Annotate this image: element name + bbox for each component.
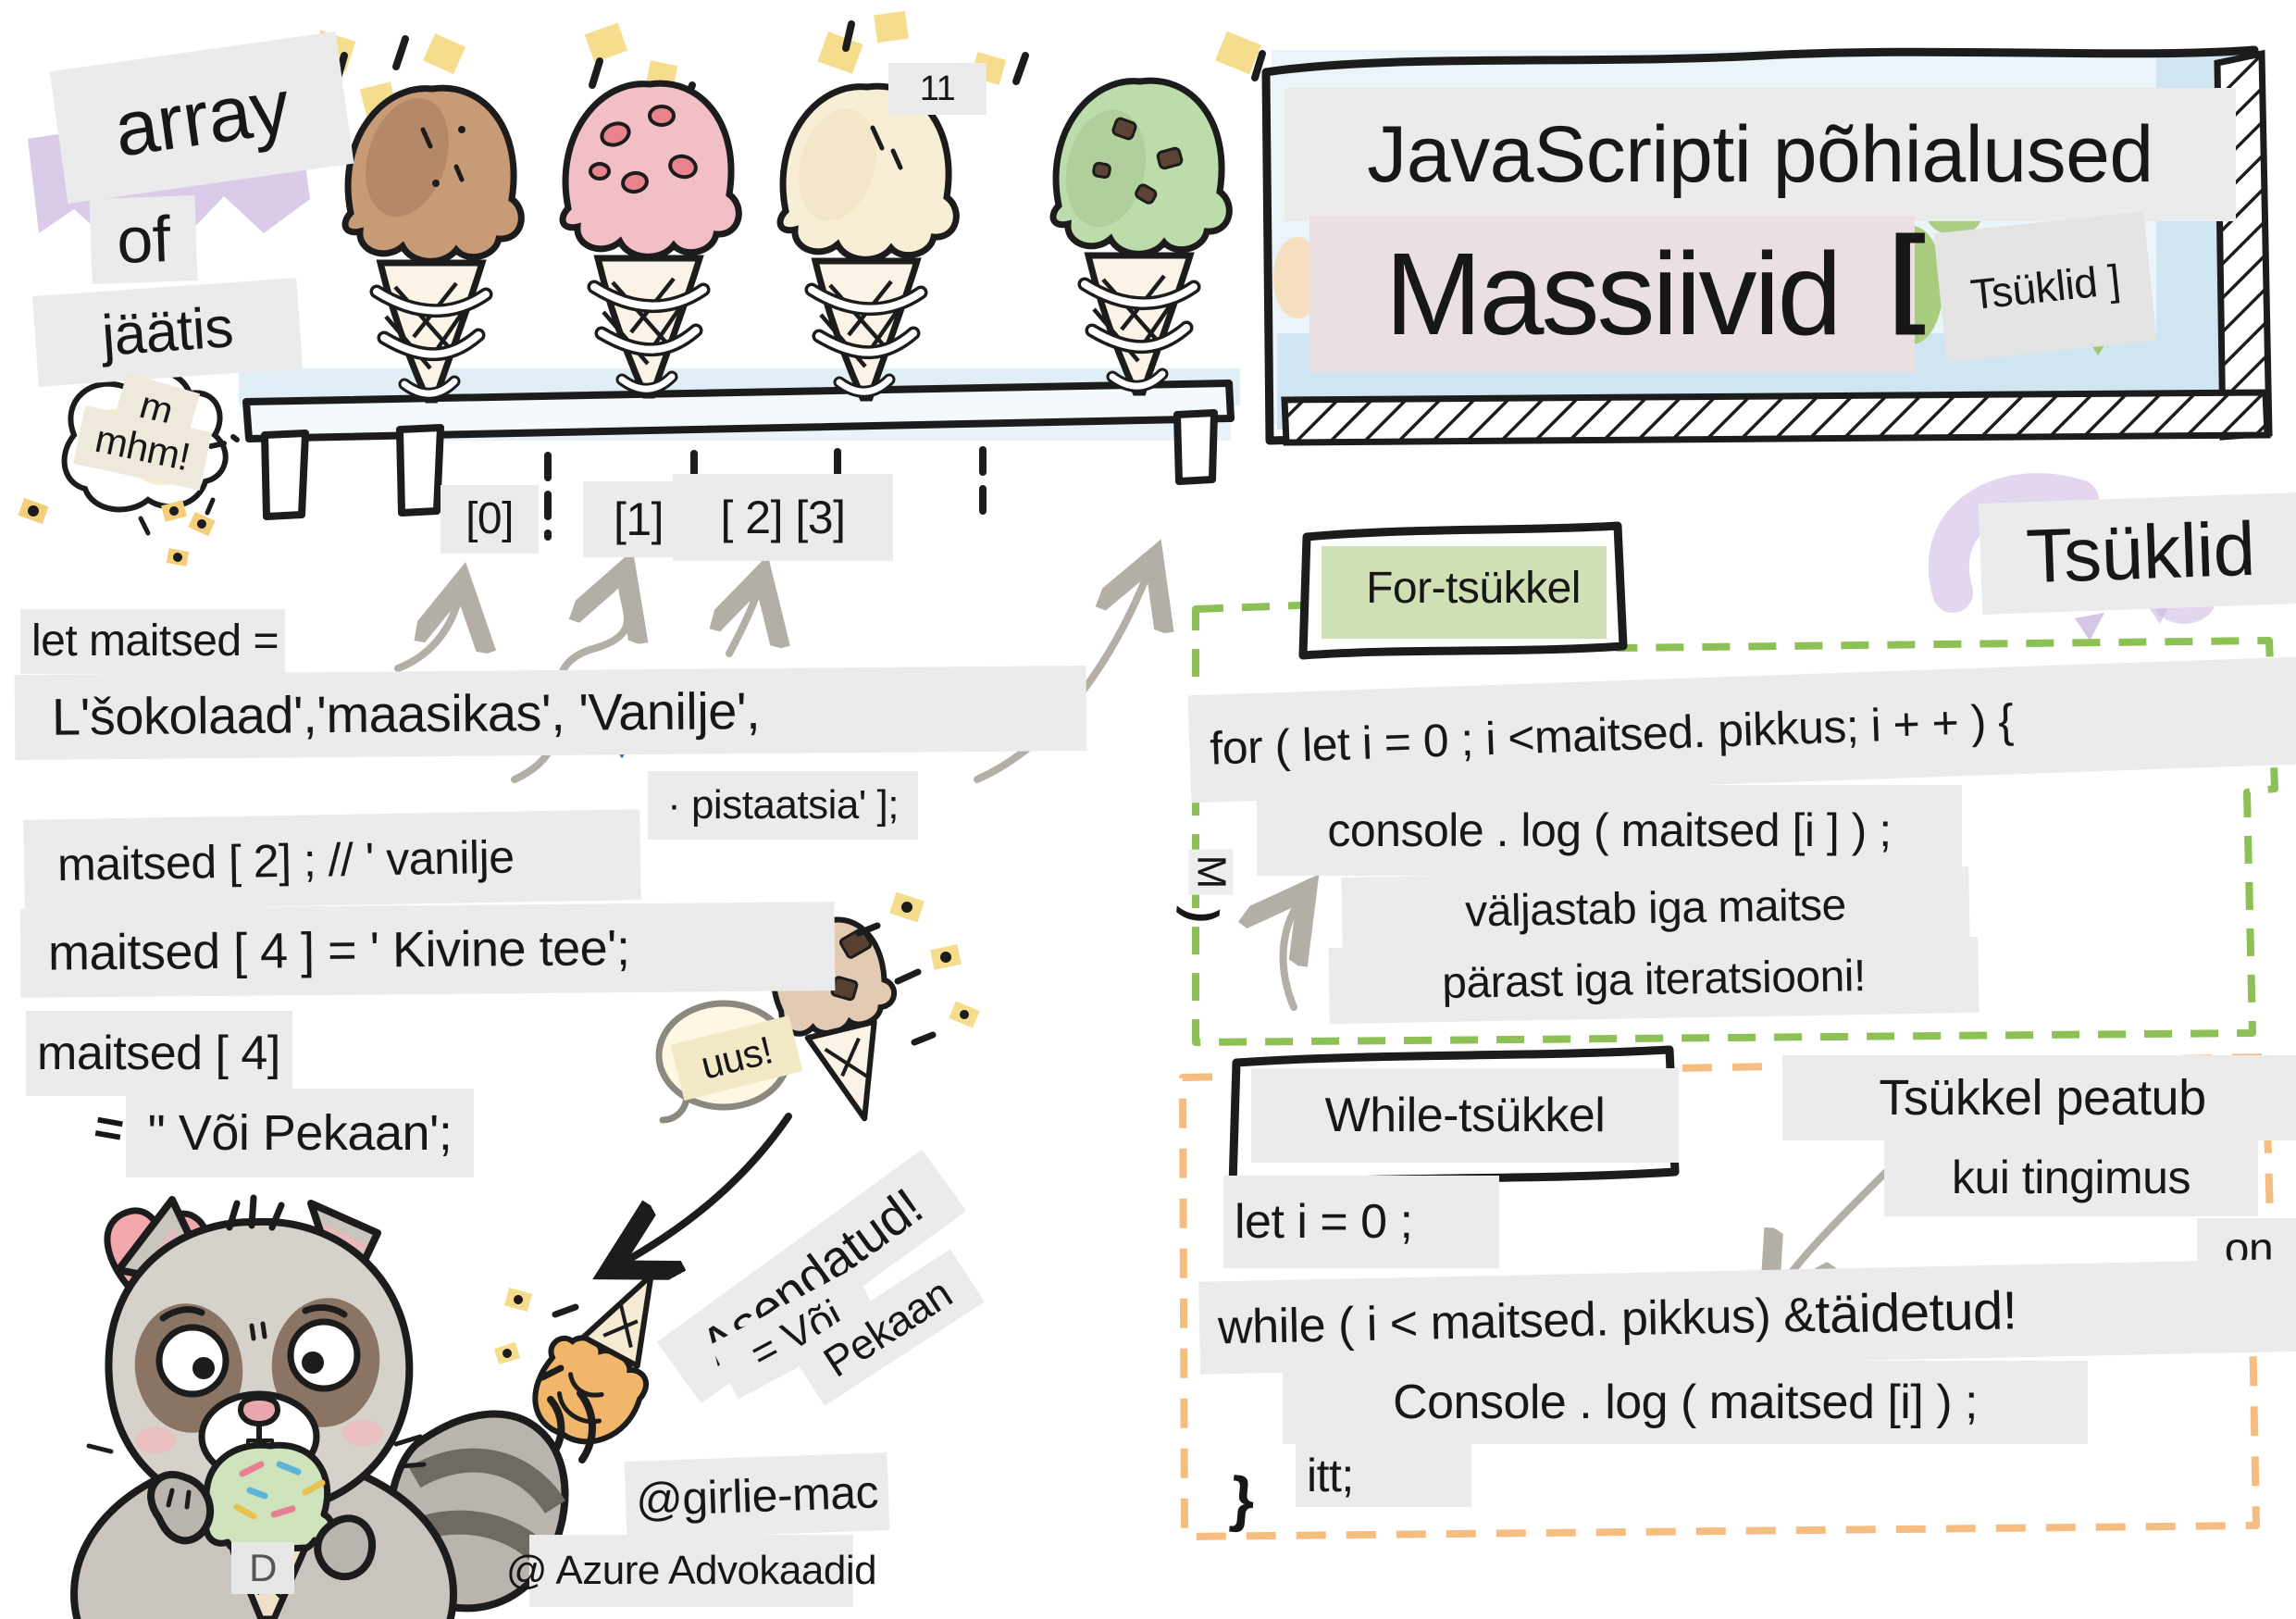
code-declare: let maitsed = [20,609,285,674]
credit-handle: @girlie-mac [624,1452,890,1539]
while-code2: while ( i < maitsed. pikkus) & [1217,1288,1816,1355]
page-title: JavaScripti põhialused [1285,88,2236,221]
banner-word-of: of [89,195,198,284]
replace-arrow [616,1113,792,1266]
code-assign2-lhs: maitsed [ 4] [26,1011,292,1096]
while-note2: kui tingimus [1884,1139,2258,1216]
index-label-2-3: [ 2] [3] [673,474,893,561]
while-code1: let i = 0 ; [1223,1176,1499,1268]
while-label: While-tsükkel [1251,1068,1679,1163]
ice-cream-chocolate-icon [345,87,521,400]
d-label: D [231,1542,294,1594]
for-label-box [1298,521,1628,660]
title-massiivid: Massiivid [1309,216,1915,372]
count-badge: 11 [888,63,987,115]
bee-sprinkles [18,497,216,567]
title-bracket: [ [1890,214,1927,336]
banner-word-jaatis: jäätis [31,278,304,387]
raccoon-illustration [70,1194,569,1619]
code-access: maitsed [ 2] ; // ' vanilje [23,809,641,911]
loops-heading: Tsüklid [1979,492,2296,616]
code-values: L'šokolaad','maasikas', 'Vanilje', [14,665,1087,761]
bench [239,368,1240,541]
sprinkles-around-cone [855,891,980,1046]
ice-cream-strawberry-icon [563,83,738,395]
while-code4: itt; [1296,1444,1471,1507]
index-label-0: [0] [441,485,539,554]
ice-cream-pistachio-icon [1053,81,1229,392]
while-note1: Tsükkel peatub [1782,1055,2296,1140]
while-note4: täidetud! [1814,1280,2017,1345]
for-margin-mark: M [1188,849,1234,895]
while-code3: Console . log ( maitsed [i] ) ; [1283,1361,2088,1444]
for-label: For-tsükkel [1366,564,1581,613]
for-code2: console . log ( maitsed [i ] ) ; [1257,785,1962,876]
pecan-sprinkles [493,1287,579,1381]
title-loops-tag: Tsüklid ] [1933,211,2157,363]
credit-org: @ Azure Advokaadid [506,1535,877,1607]
code-assign2-rhs: " Või Pekaan'; [126,1089,474,1177]
for-note2: pärast iga iteratsiooni! [1328,936,1980,1025]
code-assign: maitsed [ 4 ] = ' Kivine tee'; [19,902,836,998]
code-values2: · pistaatsia' ]; [648,771,918,840]
for-note-arrow [1284,896,1303,1011]
ice-cream-vanilla-icon [780,86,956,398]
